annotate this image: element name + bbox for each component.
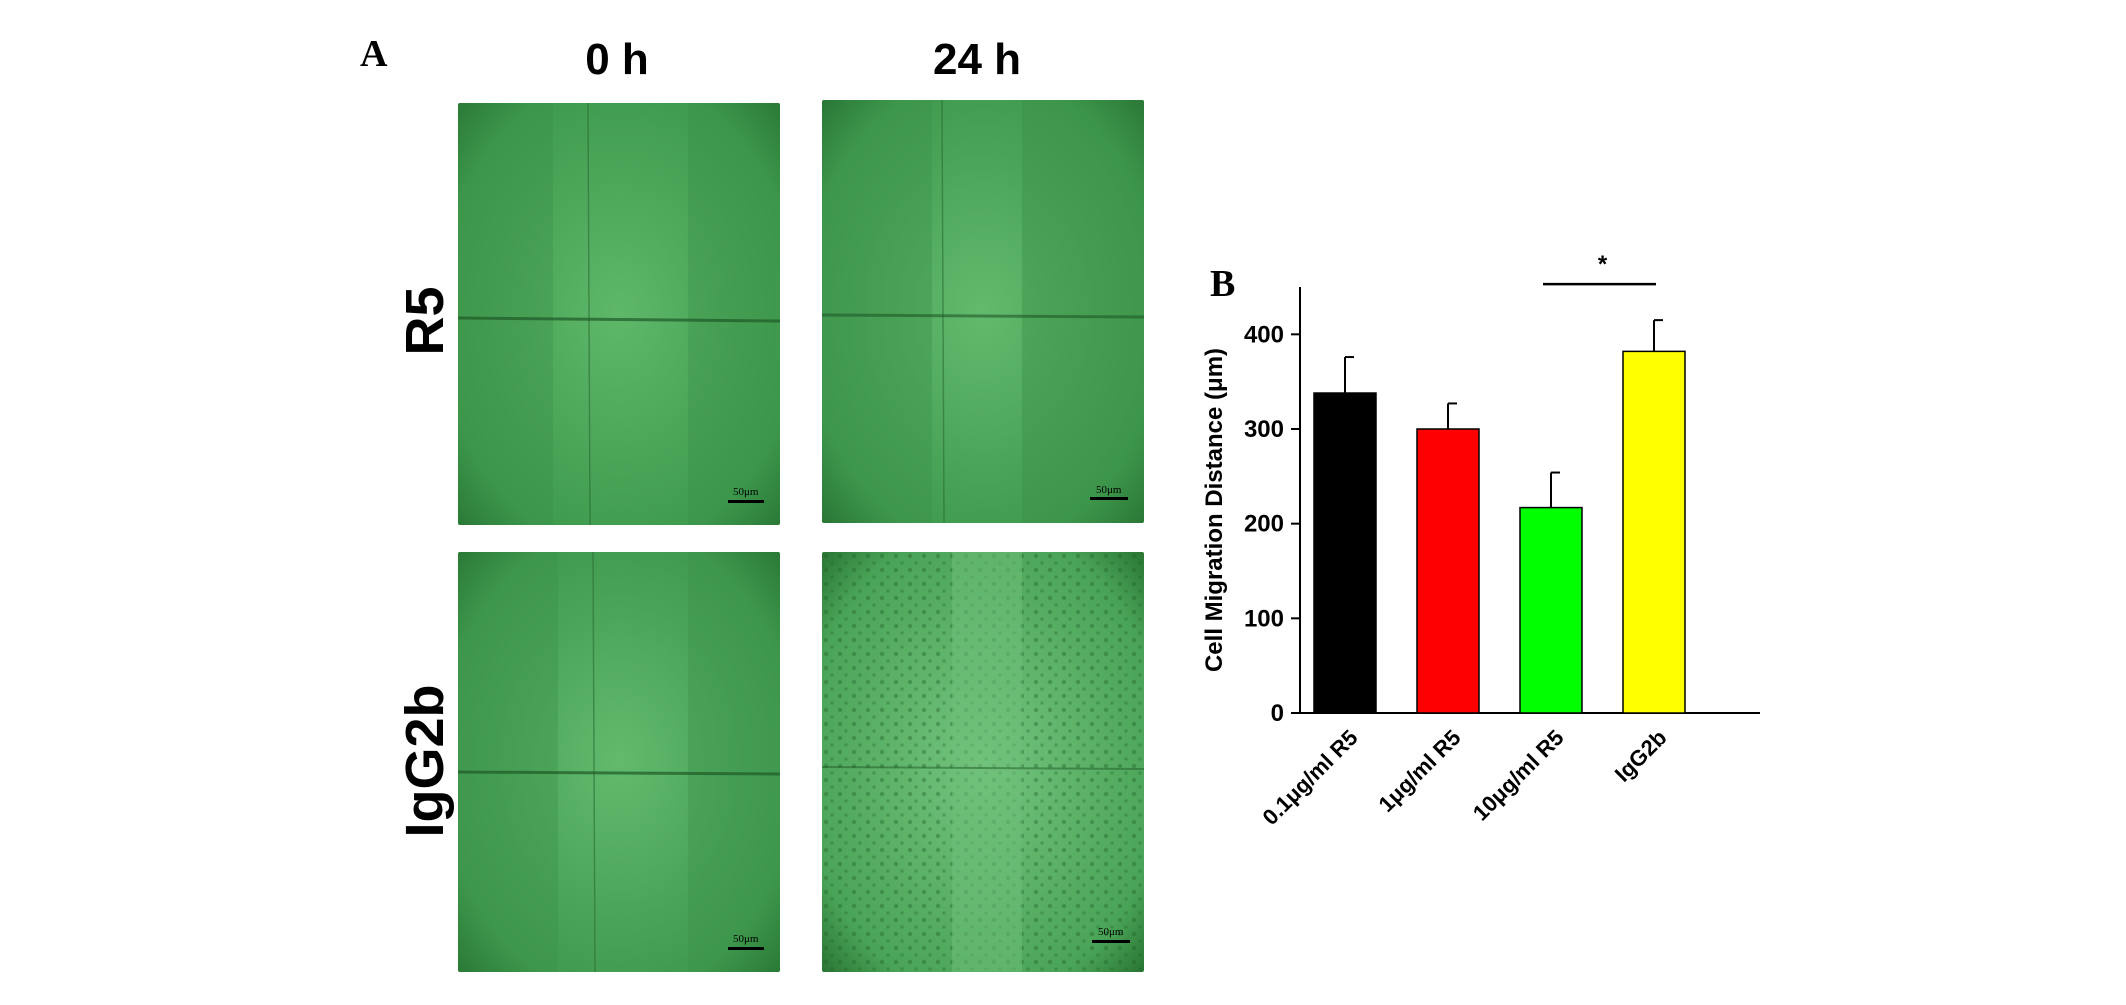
- category-label: 1μg/ml R5: [1374, 725, 1466, 817]
- scale-bar-label-igg2b-24h: 50μm: [1098, 926, 1124, 938]
- micrograph-r5-24h: [822, 100, 1144, 523]
- scale-bar-r5-24h: [1090, 497, 1128, 500]
- scale-bar-r5-0h: [728, 500, 764, 503]
- scale-bar-label-r5-24h: 50μm: [1096, 484, 1122, 496]
- micrograph-igg2b-24h: [822, 552, 1144, 972]
- significance-star: *: [1598, 251, 1608, 278]
- micrograph-igg2b-0h: [458, 552, 780, 972]
- bar: [1519, 506, 1583, 714]
- panel-b-label: B: [1210, 263, 1236, 305]
- row-header-r5: R5: [395, 286, 455, 356]
- bar: [1313, 392, 1377, 714]
- bar: [1416, 428, 1480, 714]
- scale-bar-igg2b-24h: [1092, 940, 1130, 943]
- y-tick-label: 300: [1244, 416, 1284, 443]
- scale-bar-label-r5-0h: 50μm: [733, 486, 759, 498]
- y-tick-label: 200: [1244, 511, 1284, 538]
- category-label: 10μg/ml R5: [1468, 725, 1569, 826]
- panel-a-label: A: [360, 33, 388, 75]
- bar: [1622, 350, 1686, 714]
- y-axis-title: Cell Migration Distance (μm): [1201, 348, 1228, 672]
- bar-chart: 0 100 200 300 400 Cell Migration Distance (μm…: [1201, 251, 1760, 830]
- scale-bar-igg2b-0h: [728, 947, 764, 950]
- y-tick-label: 400: [1244, 321, 1284, 348]
- category-label: 0.1μg/ml R5: [1258, 725, 1363, 830]
- column-header-24h: 24 h: [932, 35, 1022, 84]
- y-tick-label: 0: [1271, 700, 1284, 727]
- category-label: IgG2b: [1610, 725, 1672, 787]
- row-header-igg2b: IgG2b: [395, 684, 455, 838]
- y-tick-label: 100: [1244, 605, 1284, 632]
- scale-bar-label-igg2b-0h: 50μm: [733, 933, 759, 945]
- column-header-0h: 0 h: [585, 35, 649, 84]
- micrograph-r5-0h: [458, 103, 780, 525]
